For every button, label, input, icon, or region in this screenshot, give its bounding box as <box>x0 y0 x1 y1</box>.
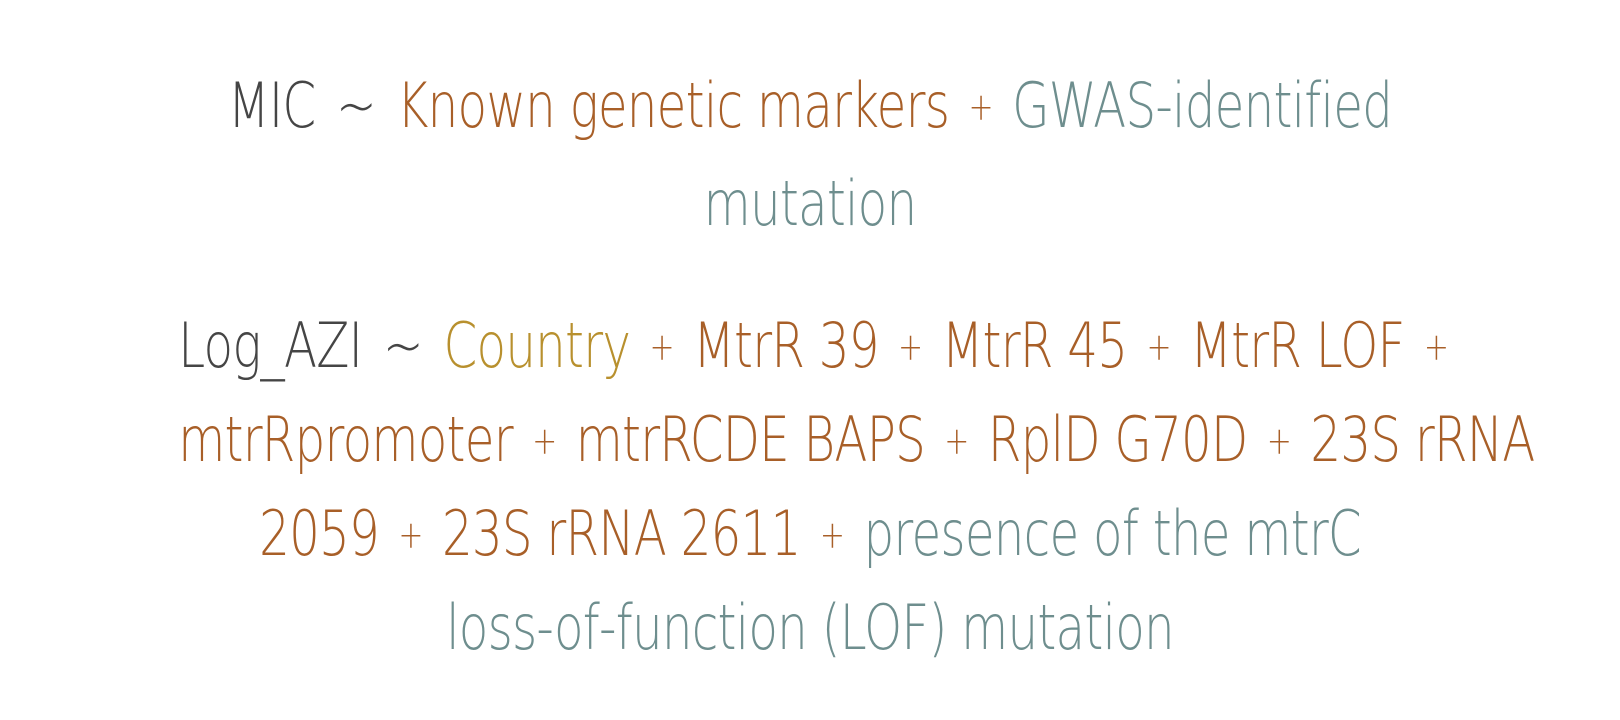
plus-symbol: + <box>819 513 845 559</box>
plus-symbol: + <box>532 419 557 465</box>
formula-line-1: Log_AZI ~ Country + MtrR 39 + MtrR 45 + … <box>178 300 1449 394</box>
term-mtrc-lof-part1: presence of the mtrC <box>863 497 1361 571</box>
formula-line-3: 2059 + 23S rRNA 2611 + presence of the m… <box>178 488 1442 582</box>
term-mtrr-promoter: mtrRpromoter <box>178 403 513 477</box>
formula-log-azi: Log_AZI ~ Country + MtrR 39 + MtrR 45 + … <box>178 300 1535 674</box>
term-mtrr-45: MtrR 45 <box>941 309 1128 382</box>
formula-line-2: mtrRpromoter + mtrRCDE BAPS + RplD G70D … <box>178 394 1535 488</box>
term-rpld-g70d: RplD G70D <box>987 403 1248 477</box>
term-mtrr-lof: MtrR LOF <box>1190 309 1405 382</box>
plus-symbol: + <box>1146 325 1172 371</box>
formula-line-4: loss-of-function (LOF) mutation <box>178 582 1442 674</box>
response-mic: MIC <box>227 69 316 142</box>
term-23s-rrna-2059-part1: 23S rRNA <box>1310 403 1535 477</box>
term-known-genetic-markers: Known genetic markers <box>396 69 950 142</box>
term-mtrr-39: MtrR 39 <box>693 309 879 382</box>
plus-symbol: + <box>944 419 969 465</box>
term-23s-rrna-2059-part2: 2059 <box>259 497 380 571</box>
term-country: Country <box>443 309 631 382</box>
term-mtrrcde-baps: mtrRCDE BAPS <box>575 403 926 477</box>
response-log-azi: Log_AZI <box>178 309 363 382</box>
plus-symbol: + <box>897 325 923 371</box>
plus-symbol: + <box>649 325 674 371</box>
tilde-symbol: ~ <box>336 69 377 142</box>
plus-symbol: + <box>968 85 993 131</box>
term-23s-rrna-2611: 23S rRNA 2611 <box>441 497 801 571</box>
term-mtrc-lof-part2: loss-of-function (LOF) mutation <box>446 591 1175 665</box>
tilde-symbol: ~ <box>382 309 424 382</box>
plus-symbol: + <box>1266 419 1292 465</box>
plus-symbol: + <box>398 513 423 559</box>
plus-symbol: + <box>1423 325 1449 371</box>
formula-mic: MIC ~ Known genetic markers + GWAS-ident… <box>178 58 1442 252</box>
term-gwas-mutation: GWAS-identified mutation <box>703 69 1393 241</box>
